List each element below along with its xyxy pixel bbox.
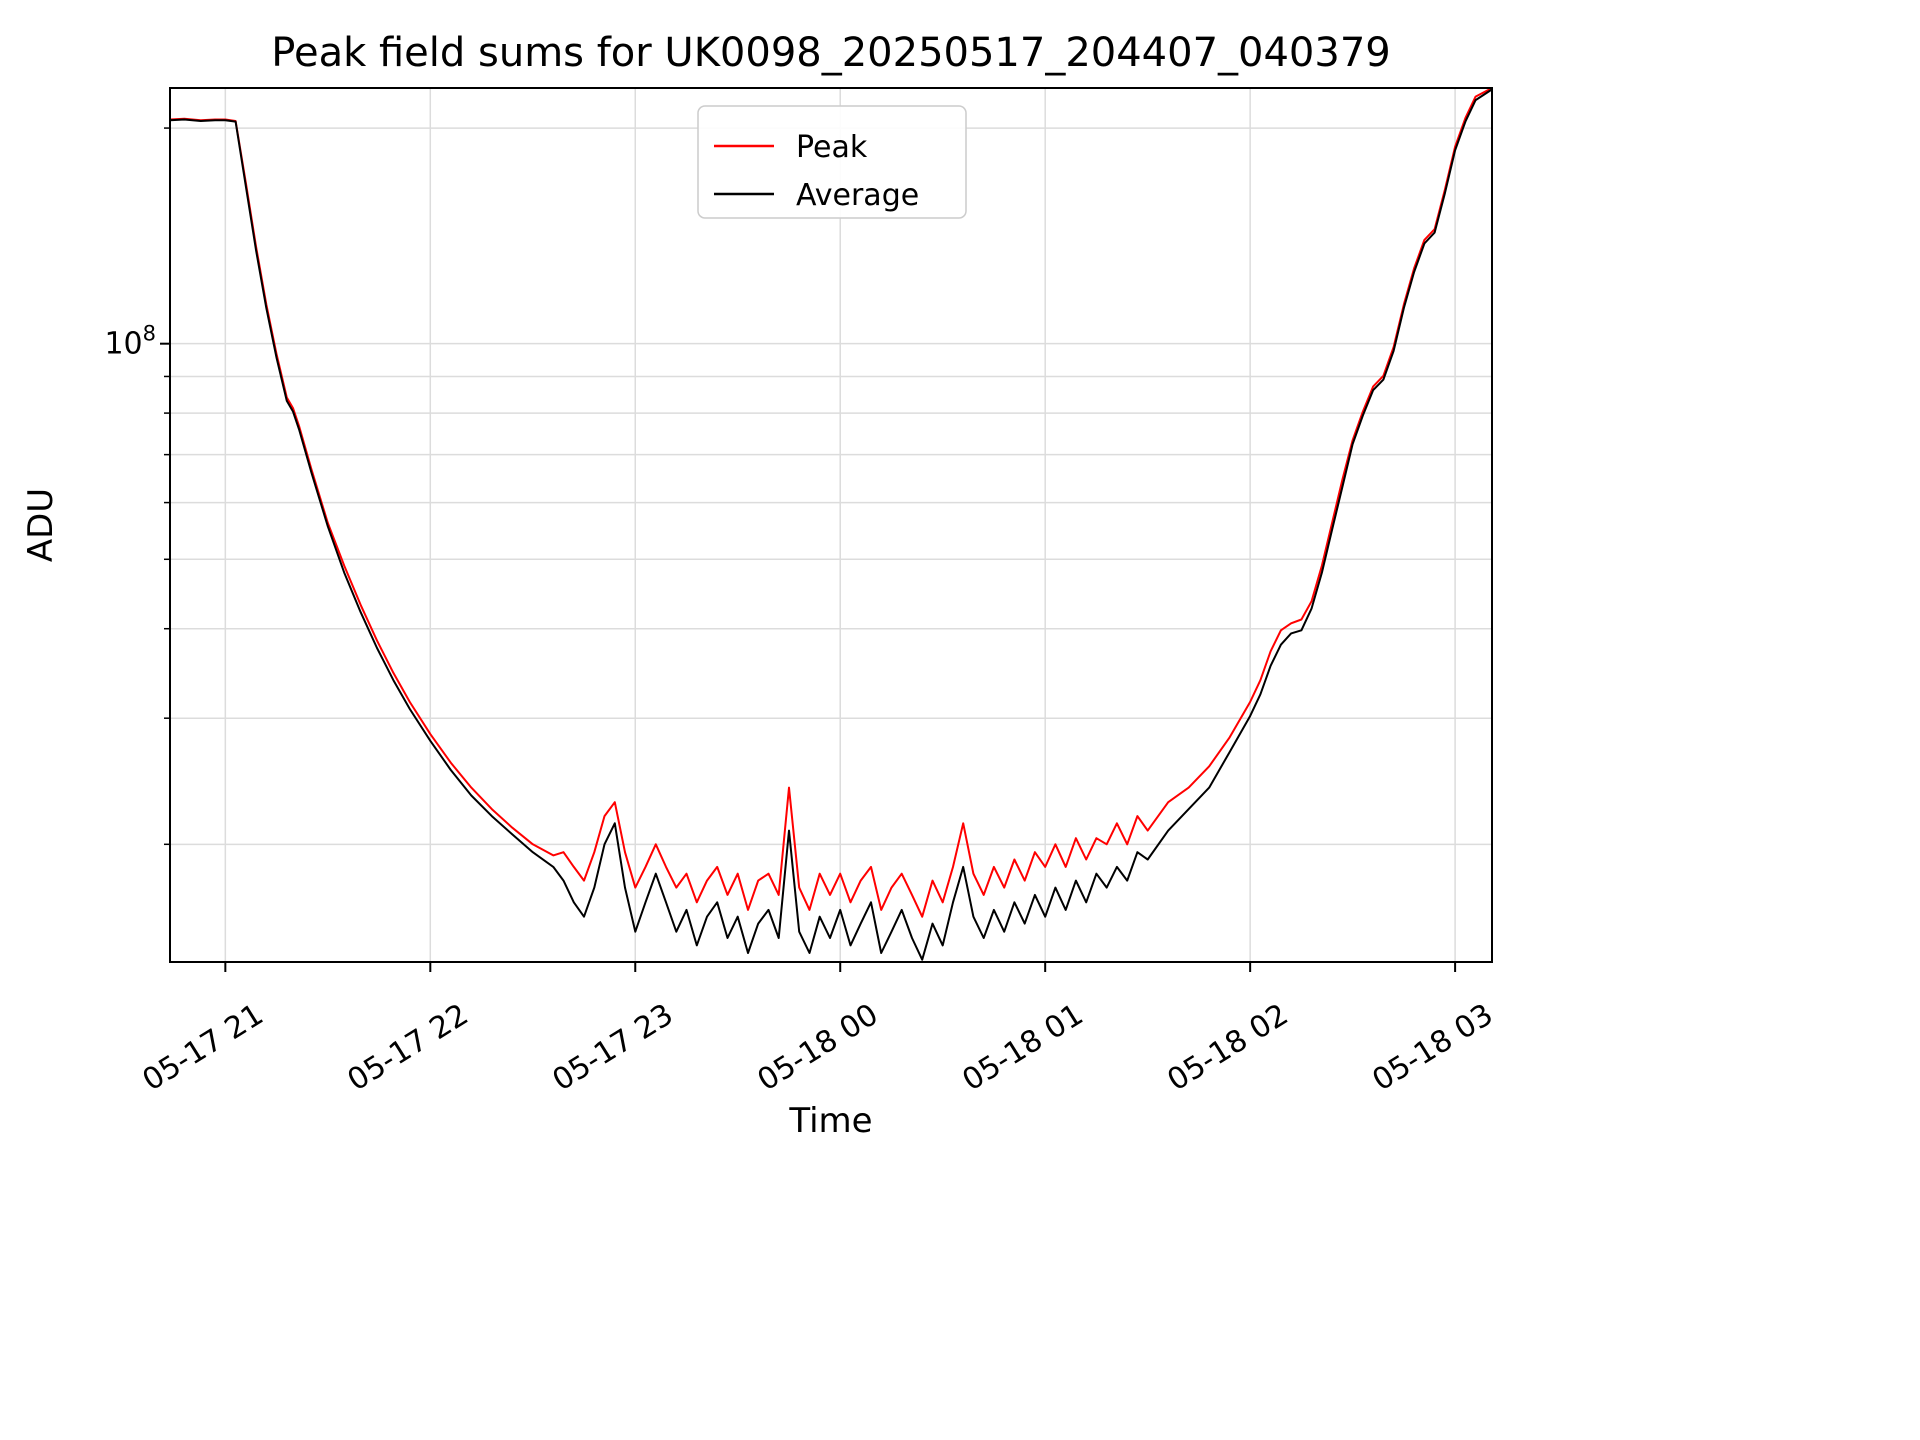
plot-lines — [169, 87, 1493, 961]
y-axis-ticks — [160, 127, 170, 846]
x-axis-label: Time — [788, 1101, 872, 1141]
x-tick-label: 05-18 03 — [1366, 997, 1499, 1098]
plot-grid — [170, 88, 1492, 962]
chart-title: Peak field sums for UK0098_20250517_2044… — [271, 30, 1390, 76]
plot-frame — [169, 87, 1493, 963]
x-tick-label: 05-18 00 — [752, 997, 885, 1098]
y-axis-label: ADU — [21, 488, 61, 562]
legend-peak-label: Peak — [796, 130, 868, 165]
x-tick-label: 05-17 22 — [342, 997, 475, 1098]
x-tick-label: 05-18 01 — [956, 997, 1089, 1098]
series-average-line — [169, 88, 1493, 961]
x-tick-label: 05-18 02 — [1161, 997, 1294, 1098]
x-tick-label: 05-17 21 — [137, 997, 270, 1098]
legend-average-label: Average — [796, 178, 919, 213]
series-peak-line — [169, 87, 1493, 918]
x-tick-label: 05-17 23 — [547, 997, 680, 1098]
legend: Peak Average — [697, 105, 967, 219]
x-axis-ticks: 05-17 21 05-17 22 05-17 23 05-18 00 05-18 01… — [137, 962, 1499, 1098]
y-major-tick-label: 108 — [104, 322, 156, 362]
legend-box — [697, 105, 967, 219]
